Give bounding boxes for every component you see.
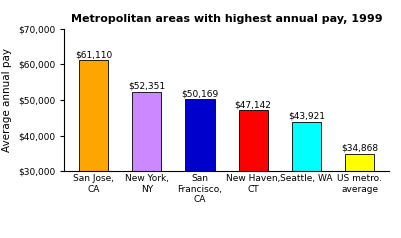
Y-axis label: Average annual pay: Average annual pay: [2, 48, 12, 152]
Title: Metropolitan areas with highest annual pay, 1999: Metropolitan areas with highest annual p…: [71, 14, 383, 24]
Bar: [345, 154, 374, 238]
Bar: [185, 99, 215, 238]
Text: $50,169: $50,169: [181, 89, 219, 98]
Text: $34,868: $34,868: [341, 144, 378, 153]
Text: $43,921: $43,921: [288, 112, 325, 121]
Bar: [79, 60, 108, 238]
Bar: [239, 110, 268, 238]
Bar: [132, 92, 161, 238]
Text: $52,351: $52,351: [128, 81, 165, 90]
Text: $47,142: $47,142: [235, 100, 271, 109]
Bar: [292, 122, 321, 238]
Text: $61,110: $61,110: [75, 50, 112, 59]
